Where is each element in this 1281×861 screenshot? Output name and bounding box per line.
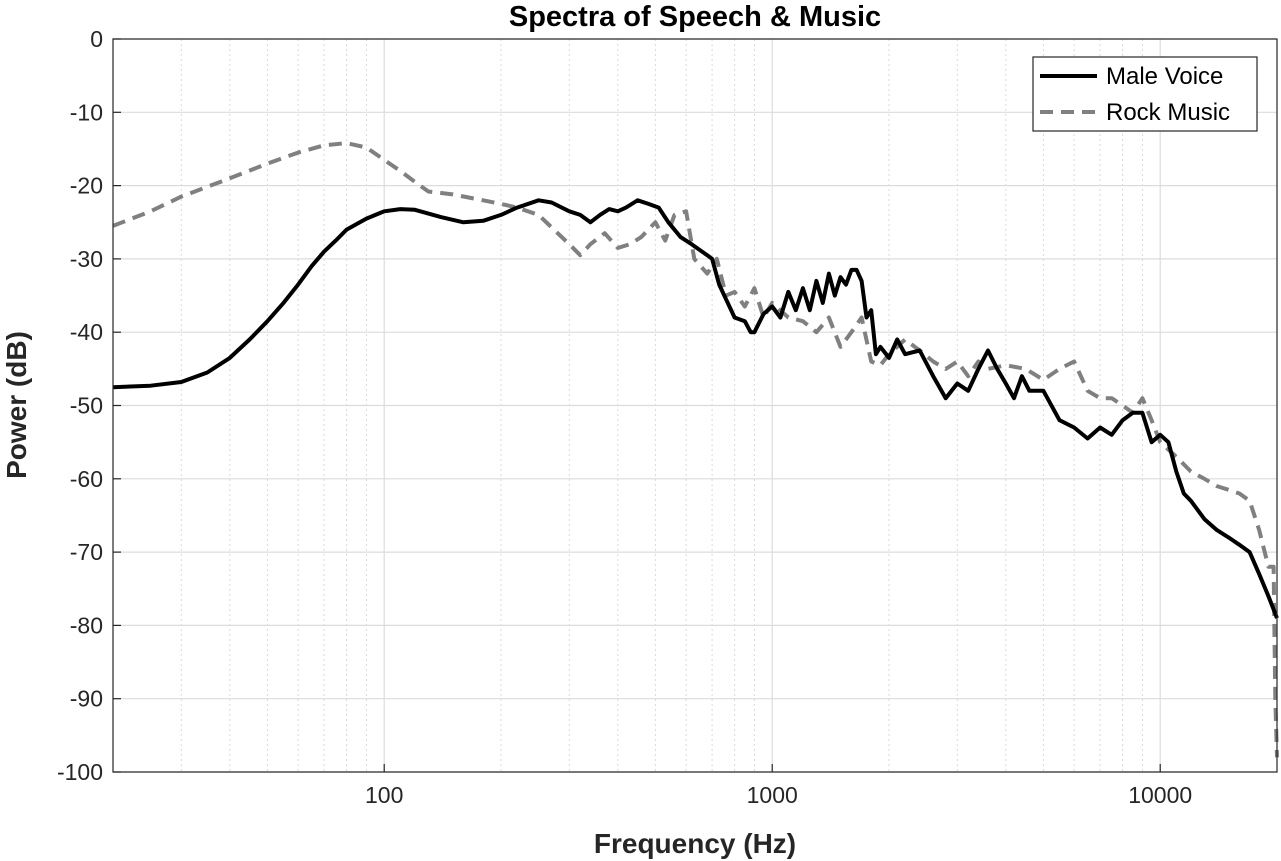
tick-layer [113,38,1161,773]
y-tick-label: -80 [70,612,103,638]
y-tick-label: -50 [70,393,103,419]
y-tick-label: -70 [70,539,103,565]
series-line-male-voice [112,198,1279,619]
y-tick-label: -40 [70,319,103,345]
legend-label-male-voice: Male Voice [1106,63,1223,90]
x-tick-label: 100 [365,782,403,808]
label-layer: 100 1000 10000 0 -10 -20 -30 -40 -50 -60 -70 -80 -90… [57,26,1192,808]
y-tick-label: -90 [70,686,103,712]
legend: Male Voice Rock Music [1032,56,1258,132]
y-tick-label: -10 [70,99,103,125]
series-layer [112,141,1279,758]
legend-box [1032,56,1258,132]
y-tick-label: -30 [70,246,103,272]
grid [113,38,1277,773]
chart-title: Spectra of Speech & Music [509,1,881,33]
legend-label-rock-music: Rock Music [1106,99,1230,126]
y-tick-label: -60 [70,466,103,492]
y-axis-label: Power (dB) [1,331,32,479]
x-tick-label: 1000 [747,782,798,808]
x-tick-label: 10000 [1128,782,1192,808]
y-tick-label: -100 [57,759,103,785]
x-axis-label: Frequency (Hz) [594,828,796,859]
series-line-rock-music [112,141,1279,758]
y-tick-label: -20 [70,173,103,199]
y-tick-label: 0 [90,26,103,52]
